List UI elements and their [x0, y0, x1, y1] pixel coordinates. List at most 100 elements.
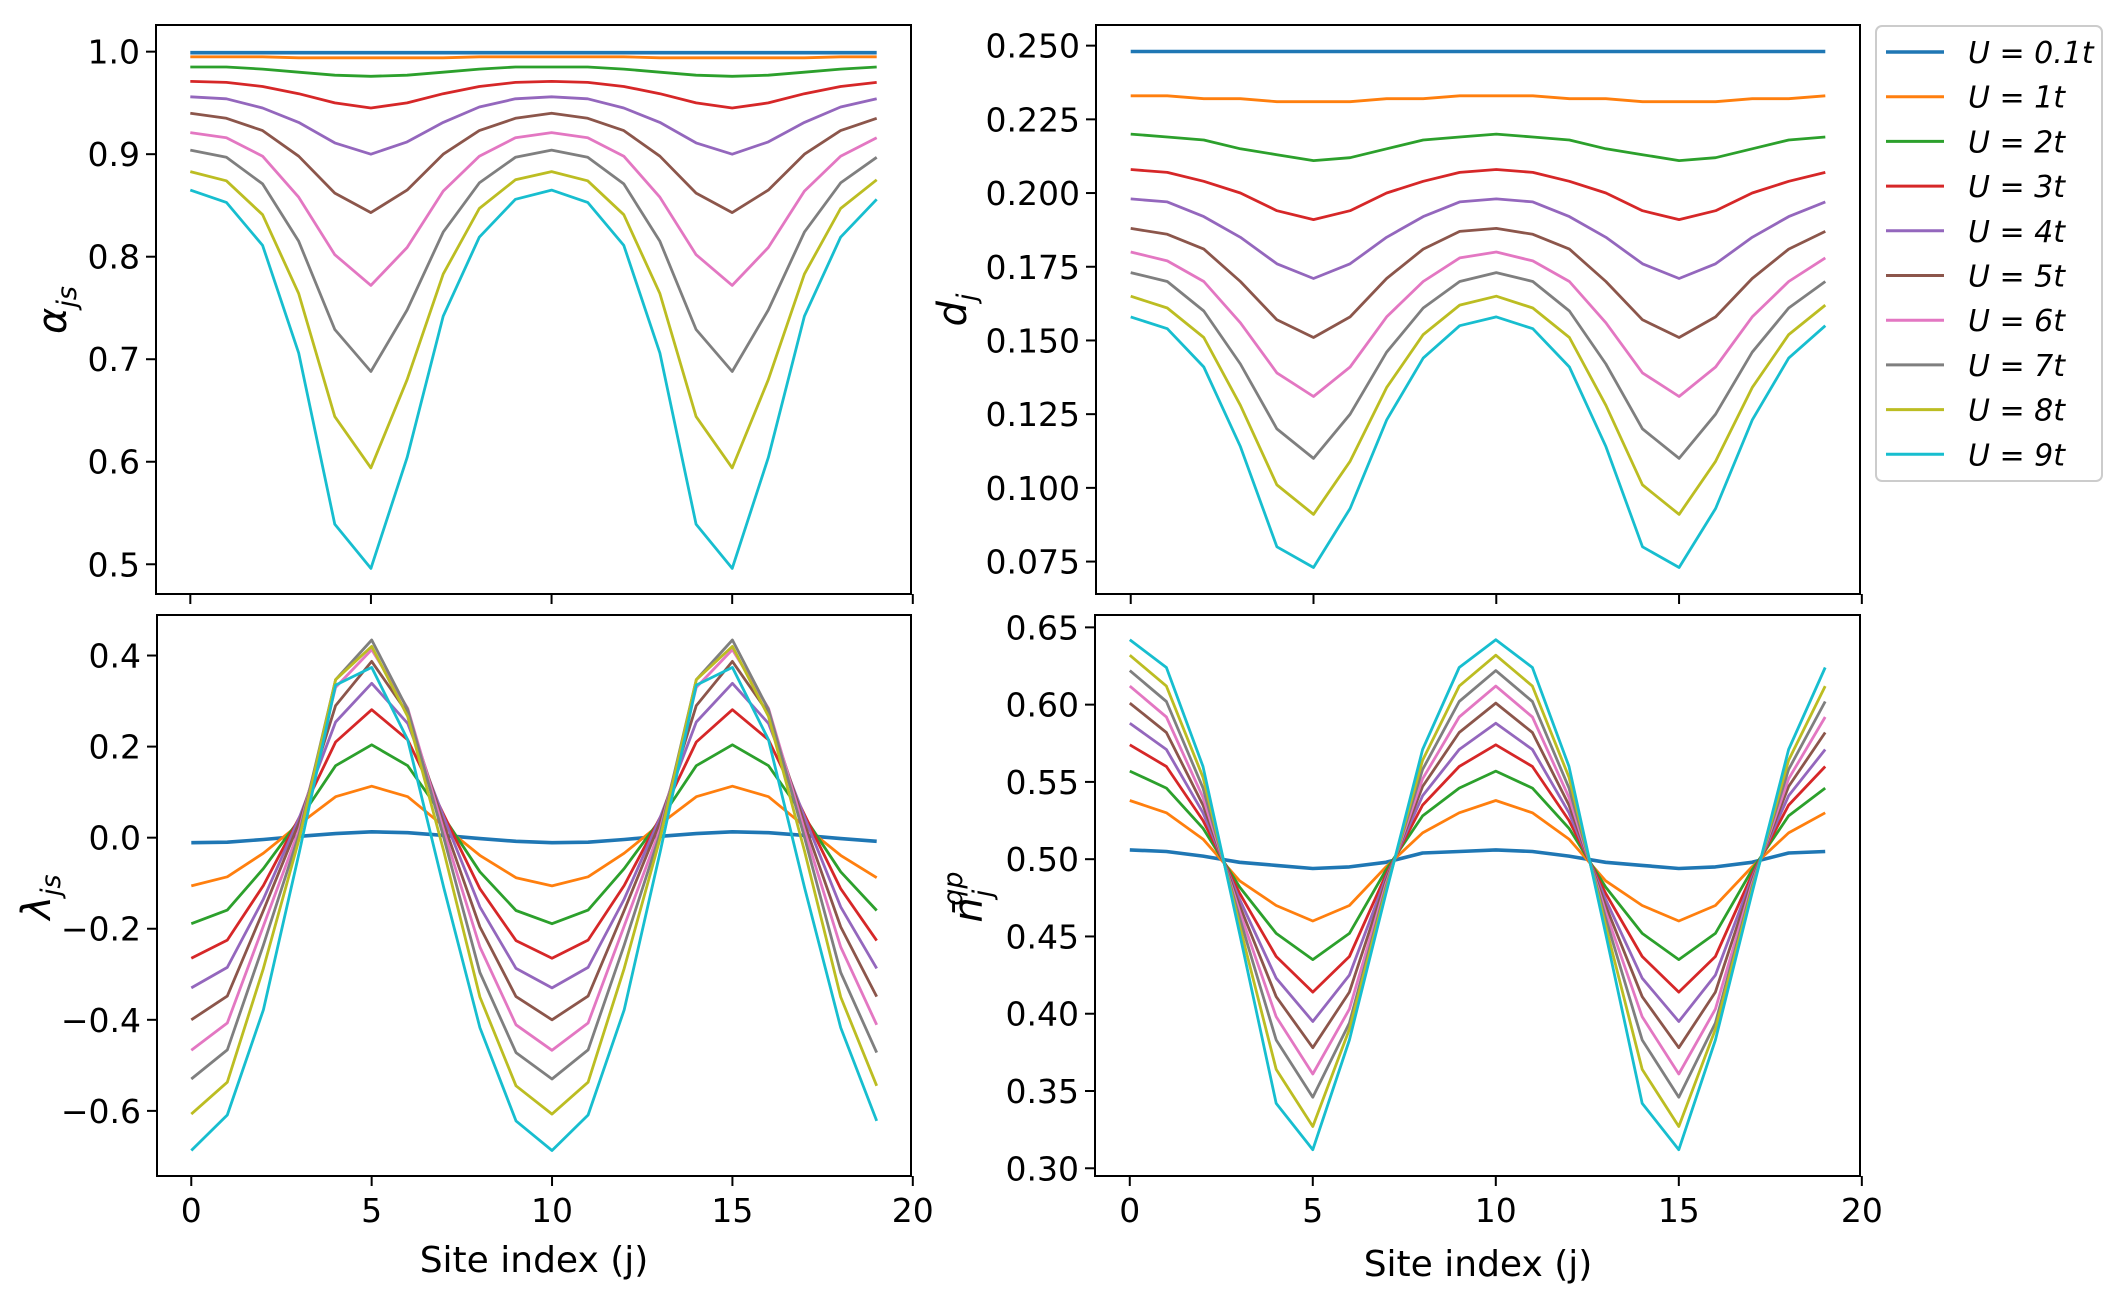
nqp-panel: 0.30 0.35 0.40 0.45 0.50 0.55 0.60 0.65 0 5 10 15 20	[1006, 608, 1883, 1230]
d-ytick-label: 0.175	[986, 248, 1080, 287]
legend-label: U = 4t	[1968, 215, 2066, 250]
nqp-xtick-label: 10	[1475, 1191, 1517, 1230]
lambda-ytick-label: 0.4	[89, 637, 141, 676]
d-line-3	[1130, 168, 1826, 222]
alpha-line-3	[190, 80, 877, 110]
legend-entry: U = 6t	[1886, 304, 2066, 339]
legend-label: U = 1t	[1968, 81, 2066, 116]
lambda-xtick-label: 0	[181, 1191, 202, 1230]
legend-label: U = 2t	[1968, 125, 2066, 160]
nqp-xtick-label: 15	[1658, 1191, 1700, 1230]
alpha-panel: 0.5 0.6 0.7 0.8 0.9 1.0	[88, 24, 914, 604]
d-ytick-label: 0.100	[986, 469, 1080, 508]
nqp-line-4	[1128, 721, 1827, 1023]
legend-entry: U = 1t	[1886, 81, 2066, 116]
legend-entry: U = 2t	[1886, 125, 2066, 160]
d-line-1	[1130, 94, 1826, 104]
d-ytick-label: 0.250	[986, 27, 1080, 66]
alpha-series	[189, 50, 878, 570]
lambda-line-9	[190, 666, 879, 1152]
alpha-ylabel: αjs	[30, 286, 83, 334]
lambda-xlabel: Site index (j)	[420, 1240, 649, 1281]
legend-entry: U = 7t	[1886, 349, 2066, 384]
d-ytick-label: 0.150	[986, 321, 1080, 360]
nqp-line-3	[1129, 743, 1827, 994]
nqp-xtick-label: 0	[1119, 1191, 1140, 1230]
lambda-axes-frame	[156, 614, 912, 1177]
nqp-line-8	[1128, 653, 1827, 1128]
lambda-ytick-label: −0.6	[61, 1092, 141, 1131]
nqp-xtick-label: 5	[1302, 1191, 1323, 1230]
alpha-line-7	[190, 148, 878, 373]
alpha-ytick-label: 0.5	[88, 545, 140, 584]
alpha-line-2	[190, 65, 877, 78]
alpha-ytick-label: 0.6	[88, 443, 140, 482]
legend-label: U = 7t	[1968, 349, 2066, 384]
legend-label: U = 8t	[1968, 394, 2066, 429]
d-line-6	[1130, 250, 1827, 398]
lambda-series	[190, 638, 879, 1152]
alpha-ytick-label: 0.8	[88, 238, 140, 277]
nqp-axes-frame	[1094, 614, 1861, 1177]
d-line-5	[1130, 226, 1826, 339]
d-line-2	[1130, 132, 1826, 163]
legend-entry: U = 8t	[1886, 394, 2066, 429]
alpha-line-6	[190, 131, 878, 287]
d-line-9	[1130, 315, 1827, 569]
alpha-line-5	[190, 111, 878, 215]
lambda-ytick-label: −0.2	[61, 910, 141, 949]
nqp-ytick-label: 0.30	[1006, 1149, 1079, 1188]
nqp-ytick-label: 0.60	[1006, 686, 1079, 725]
legend-frame	[1875, 25, 2103, 482]
legend-entry: U = 9t	[1886, 438, 2066, 473]
alpha-line-4	[190, 95, 878, 156]
nqp-line-7	[1128, 669, 1827, 1099]
alpha-ytick-label: 0.9	[88, 135, 140, 174]
alpha-line-9	[189, 188, 878, 570]
nqp-ytick-label: 0.40	[1006, 995, 1079, 1034]
nqp-xtick-label: 20	[1841, 1191, 1883, 1230]
d-line-8	[1130, 294, 1827, 516]
alpha-line-8	[189, 170, 878, 470]
nqp-ytick-label: 0.65	[1006, 608, 1079, 647]
lambda-xtick-label: 5	[361, 1191, 382, 1230]
legend-entry: U = 5t	[1886, 260, 2066, 295]
nqp-line-0	[1129, 848, 1826, 871]
d-line-7	[1130, 271, 1827, 460]
legend-entry: U = 3t	[1886, 170, 2066, 205]
alpha-ytick-label: 1.0	[88, 33, 140, 72]
nqp-ylabel: n̄jqp	[938, 871, 999, 922]
lambda-xtick-label: 10	[531, 1191, 573, 1230]
d-line-4	[1130, 197, 1826, 280]
lambda-line-0	[191, 829, 877, 845]
lambda-panel: −0.6 −0.4 −0.2 0.0 0.2 0.4 0 5 10 15 20	[61, 614, 934, 1230]
lambda-ytick-label: 0.2	[89, 728, 141, 767]
nqp-line-5	[1128, 701, 1827, 1050]
nqp-ytick-label: 0.35	[1006, 1072, 1079, 1111]
nqp-line-6	[1128, 684, 1827, 1076]
legend-entry: U = 4t	[1886, 215, 2066, 250]
d-ytick-label: 0.225	[986, 100, 1080, 139]
lambda-xtick-label: 20	[892, 1191, 934, 1230]
lambda-ytick-label: 0.0	[89, 819, 141, 858]
legend-label: U = 0.1t	[1968, 36, 2095, 71]
lambda-line-8	[190, 645, 878, 1116]
legend-label: U = 6t	[1968, 304, 2066, 339]
d-ytick-label: 0.200	[986, 174, 1080, 213]
d-series	[1130, 49, 1827, 569]
nqp-line-2	[1129, 769, 1827, 961]
nqp-ytick-label: 0.45	[1006, 917, 1079, 956]
nqp-line-9	[1128, 638, 1827, 1152]
lambda-ylabel: λjs	[14, 874, 67, 921]
lambda-ytick-label: −0.4	[61, 1001, 141, 1040]
legend: U = 0.1t U = 1t U = 2t U = 3t U = 4t U = 5t U …	[1875, 25, 2103, 482]
alpha-ytick-label: 0.7	[88, 340, 140, 379]
lambda-xtick-label: 15	[711, 1191, 753, 1230]
legend-entry: U = 0.1t	[1886, 36, 2095, 71]
legend-label: U = 5t	[1968, 260, 2066, 295]
d-ylabel: dj	[930, 293, 983, 326]
nqp-line-1	[1129, 799, 1826, 923]
d-panel: 0.075 0.100 0.125 0.150 0.175 0.200 0.225 0.250	[986, 24, 1863, 604]
nqp-ytick-label: 0.55	[1006, 763, 1079, 802]
